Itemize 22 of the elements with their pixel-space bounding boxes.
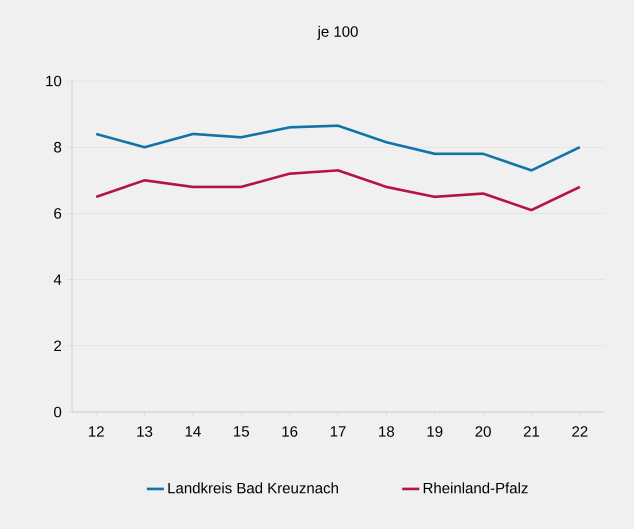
x-tick-label: 14 (186, 426, 201, 437)
x-tick-label: 20 (476, 426, 491, 437)
x-tick-label: 17 (330, 426, 346, 437)
line-series (94, 169, 582, 212)
x-tick-label: 18 (379, 426, 394, 437)
line-series (94, 124, 582, 172)
x-tick-label: 16 (282, 426, 298, 437)
x-tick-label: 21 (524, 426, 540, 437)
y-tick-label: 2 (54, 340, 62, 352)
y-tick-label: 6 (54, 208, 62, 219)
y-tick-label: 8 (54, 142, 62, 152)
x-tick-label: 12 (88, 426, 104, 437)
y-tick-label: 4 (54, 274, 62, 285)
x-tick-label: 13 (137, 426, 152, 437)
y-tick-label: 10 (46, 76, 62, 86)
legend-label: Rheinland-Pfalz (424, 482, 528, 494)
chart-title: je 100 (317, 26, 358, 40)
x-tick-label: 15 (234, 426, 249, 437)
x-tick-label: 19 (428, 426, 442, 437)
y-tick-label: 0 (54, 406, 62, 418)
x-tick-label: 22 (572, 426, 588, 437)
legend-label: Landkreis Bad Kreuznach (168, 482, 338, 494)
